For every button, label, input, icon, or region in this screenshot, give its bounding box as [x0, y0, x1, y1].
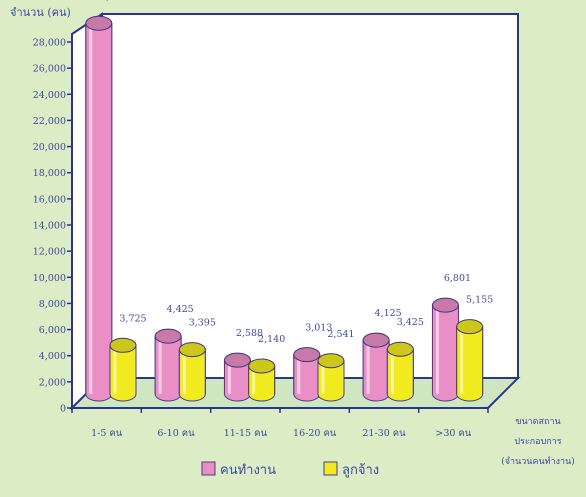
bar-top [362, 332, 390, 348]
bar-top [109, 337, 137, 353]
y-tick-label: 8,000 [39, 299, 66, 310]
bar-top [223, 352, 251, 368]
bar-series-2 [317, 353, 345, 402]
bar-top [456, 319, 484, 335]
data-label: 3,425 [397, 317, 424, 328]
y-tick-label: 14,000 [33, 221, 66, 232]
x-tick-label: 1-5 คน [91, 428, 123, 439]
y-tick-label: 16,000 [33, 194, 66, 205]
bar-series-2 [178, 342, 206, 402]
x-tick-label: 16-20 คน [293, 428, 337, 439]
bar-series-2 [456, 319, 484, 402]
x-axis-title-line: ขนาดสถาน [515, 417, 560, 427]
x-axis-title-line: (จำนวนคนทำงาน) [501, 456, 574, 467]
y-tick-label: 26,000 [33, 64, 66, 75]
bar-top [178, 342, 206, 358]
bar-top [85, 15, 113, 31]
data-label: 4,425 [167, 304, 194, 315]
x-tick-label: 21-30 คน [362, 428, 406, 439]
bar-top [431, 297, 459, 313]
bar-series-1 [293, 347, 321, 402]
y-tick-label: 20,000 [33, 142, 66, 153]
data-label: 28,361 [94, 0, 127, 2]
legend-swatch-series-2 [323, 461, 338, 476]
bar-top [293, 347, 321, 363]
y-tick-label: 10,000 [33, 273, 66, 284]
data-label: 2,588 [236, 328, 263, 339]
data-label: 3,395 [189, 318, 216, 329]
x-axis-title-line: ประกอบการ [514, 437, 561, 447]
y-tick-label: 22,000 [33, 116, 66, 127]
bar-series-2 [109, 337, 137, 402]
bar-top [317, 353, 345, 369]
data-label: 3,013 [305, 323, 332, 334]
bar-series-1 [362, 332, 390, 402]
y-tick-label: 2,000 [39, 377, 66, 388]
y-tick-label: 28,000 [33, 38, 66, 49]
bar-series-1 [223, 352, 251, 402]
y-tick-label: 12,000 [33, 247, 66, 258]
bar-series-1 [431, 297, 459, 402]
bar-series-1 [85, 15, 113, 402]
bar-top [248, 358, 276, 374]
x-tick-label: 11-15 คน [224, 428, 268, 439]
y-tick-label: 4,000 [39, 351, 66, 362]
x-tick-label: 6-10 คน [157, 428, 195, 439]
y-axis-title: จำนวน (คน) [10, 6, 71, 19]
legend-label-series-1: คนทำงาน [220, 463, 276, 478]
y-tick-label: 6,000 [39, 325, 66, 336]
data-label: 5,155 [466, 295, 493, 306]
legend-label-series-2: ลูกจ้าง [342, 463, 379, 478]
data-label: 4,125 [375, 308, 402, 319]
legend-swatch-series-1 [201, 461, 216, 476]
bar-series-2 [248, 358, 276, 402]
data-label: 2,541 [327, 329, 354, 340]
bar-series-1 [154, 328, 182, 402]
x-tick-label: >30 คน [435, 428, 471, 439]
bar-top [386, 341, 414, 357]
y-tick-label: 24,000 [33, 90, 66, 101]
bar-top [154, 328, 182, 344]
data-label: 3,725 [119, 313, 146, 324]
y-tick-label: 0 [60, 404, 66, 415]
data-label: 2,140 [258, 334, 285, 345]
bar-series-2 [386, 341, 414, 402]
y-tick-label: 18,000 [33, 168, 66, 179]
data-label: 6,801 [444, 273, 471, 284]
